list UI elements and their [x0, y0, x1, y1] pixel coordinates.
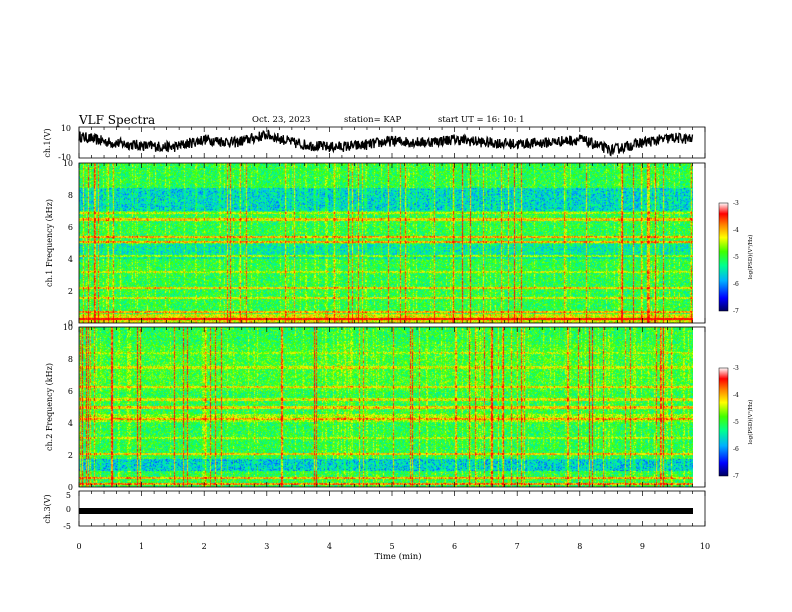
ch2-cb-tick-m4: -4 [733, 392, 739, 399]
ch3-ytick-bottom: -5 [63, 522, 71, 531]
ch1-spectrogram-panel: 0 2 4 6 8 10 ch.1 Frequency (kHz) -3 -4 … [45, 159, 754, 328]
ch2-cb-tick-m5: -5 [733, 419, 739, 426]
ch3-ytick-mid: 0 [66, 505, 71, 514]
ch2-spectrogram-panel: 0 2 4 6 8 10 ch.2 Frequency (kHz) -3 -4 … [45, 323, 754, 492]
ch2-colorbar-ticks: -3 -4 -5 -6 -7 [733, 365, 739, 480]
ch1-ytick-top: 10 [61, 124, 71, 133]
ch2-cb-tick-m7: -7 [733, 473, 739, 480]
time-tick-5: 5 [389, 542, 394, 551]
time-tick-9: 9 [640, 542, 645, 551]
ch3-waveform-panel: 5 0 -5 ch.3(V) [43, 490, 706, 531]
ch1-colorbar [718, 202, 729, 312]
ch3-waveform-ylabel: ch.3(V) [43, 494, 52, 523]
ch2-freq-tick-2: 2 [68, 451, 73, 460]
time-tick-3: 3 [264, 542, 269, 551]
ch1-spectrogram-ticks [78, 163, 706, 323]
time-tick-8: 8 [577, 542, 582, 551]
time-tick-10: 10 [700, 542, 710, 551]
time-tick-0: 0 [76, 542, 81, 551]
ch3-waveform-ticks [78, 491, 706, 526]
ch1-cb-tick-m4: -4 [733, 227, 739, 234]
ch1-cb-tick-m7: -7 [733, 308, 739, 315]
ch2-spectrogram-ylabel: ch.2 Frequency (kHz) [45, 363, 54, 451]
start-time-label: start UT = 16: 10: 1 [438, 115, 525, 125]
time-axis-label: Time (min) [374, 551, 421, 562]
ch1-cb-tick-m3: -3 [733, 200, 739, 207]
time-tick-2: 2 [202, 542, 207, 551]
ch1-colorbar-ticks: -3 -4 -5 -6 -7 [733, 200, 739, 315]
time-axis-ticklabels: 0 1 2 3 4 5 6 7 8 9 10 [76, 542, 710, 551]
ch3-trace-line [79, 508, 693, 514]
ch1-freq-tick-0: 0 [68, 319, 73, 328]
ch1-freq-tick-10: 10 [63, 159, 73, 168]
station-label: station= KAP [344, 115, 402, 125]
ch2-freq-tick-8: 8 [68, 355, 73, 364]
ch2-spectrogram-yticks: 0 2 4 6 8 10 [63, 323, 73, 492]
time-tick-1: 1 [139, 542, 144, 551]
ch1-cb-tick-m6: -6 [733, 281, 739, 288]
ch1-freq-tick-4: 4 [68, 255, 73, 264]
ch3-ytick-top: 5 [66, 491, 71, 500]
ch2-freq-tick-4: 4 [68, 419, 73, 428]
ch1-cb-tick-m5: -5 [733, 254, 739, 261]
date-label: Oct. 23, 2023 [252, 115, 311, 125]
ch1-freq-tick-2: 2 [68, 287, 73, 296]
ch1-trace-line [78, 129, 694, 157]
ch2-colorbar-label: log(PSD)(V²/Hz) [747, 400, 754, 445]
ch2-spectrogram-image [79, 327, 693, 487]
ch1-spectrogram-image [79, 163, 693, 323]
chart-title: VLF Spectra [79, 113, 156, 127]
spectrogram-bitmap [79, 327, 693, 487]
ch1-waveform-ylabel: ch.1(V) [43, 128, 52, 157]
ch2-cb-tick-m6: -6 [733, 446, 739, 453]
ch2-spectrogram-ticks [78, 327, 706, 487]
ch1-spectrogram-yticks: 0 2 4 6 8 10 [63, 159, 73, 328]
ch2-colorbar [718, 367, 729, 477]
ch2-freq-tick-0: 0 [68, 483, 73, 492]
ch2-freq-tick-10: 10 [63, 323, 73, 332]
ch1-freq-tick-6: 6 [68, 223, 73, 232]
ch1-waveform-ticks [78, 127, 706, 158]
ch1-freq-tick-8: 8 [68, 191, 73, 200]
ch1-waveform-panel: 10 -10 ch.1(V) [43, 124, 706, 162]
ch2-freq-tick-6: 6 [68, 387, 73, 396]
ch1-spectrogram-ylabel: ch.1 Frequency (kHz) [45, 199, 54, 287]
ch1-ytick-bottom: -10 [58, 153, 71, 162]
time-tick-7: 7 [515, 542, 520, 551]
spectrogram-bitmap [79, 163, 693, 323]
time-tick-6: 6 [452, 542, 457, 551]
ch1-colorbar-label: log(PSD)(V²/Hz) [747, 235, 754, 280]
time-tick-4: 4 [327, 542, 332, 551]
ch2-cb-tick-m3: -3 [733, 365, 739, 372]
